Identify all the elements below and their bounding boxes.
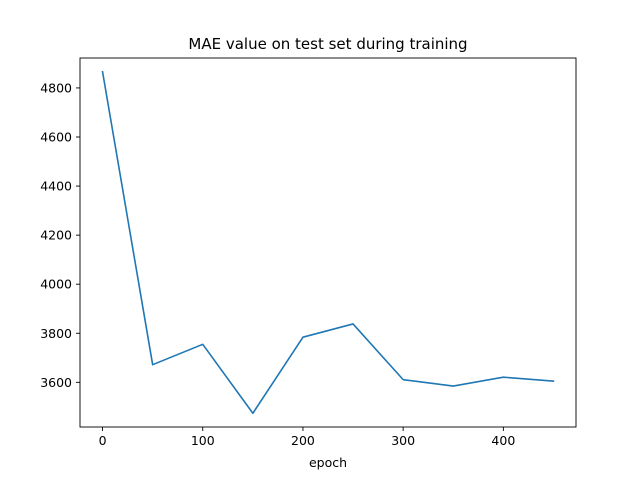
plot-frame xyxy=(79,57,577,428)
y-axis-ticks: 3600 3800 4000 4200 4400 4600 4800 xyxy=(40,80,80,390)
x-tick-label: 200 xyxy=(291,433,315,448)
x-tick-label: 100 xyxy=(191,433,215,448)
x-axis-ticks: 0 100 200 300 400 xyxy=(99,427,515,448)
y-tick-label: 4400 xyxy=(40,179,72,194)
x-tick-label: 0 xyxy=(99,433,107,448)
series-layer xyxy=(101,70,555,415)
y-tick-label: 4000 xyxy=(40,277,72,292)
y-tick-label: 3600 xyxy=(40,375,72,390)
x-tick-label: 300 xyxy=(391,433,415,448)
y-tick-label: 4800 xyxy=(40,80,72,95)
x-tick-label: 400 xyxy=(491,433,515,448)
series-line xyxy=(101,70,555,415)
y-tick-label: 3800 xyxy=(40,326,72,341)
axes-frame xyxy=(79,57,577,428)
y-tick-label: 4600 xyxy=(40,130,72,145)
x-axis-title: epoch xyxy=(309,455,347,470)
y-tick-label: 4200 xyxy=(40,228,72,243)
chart-title: MAE value on test set during training xyxy=(188,35,467,53)
